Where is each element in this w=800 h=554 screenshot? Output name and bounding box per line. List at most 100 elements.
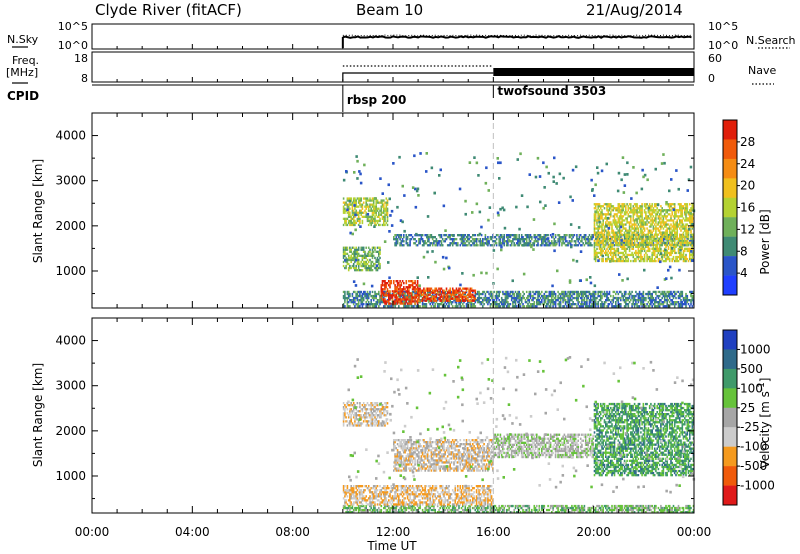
heatmap-cell <box>623 301 626 304</box>
heatmap-cell <box>691 213 694 216</box>
heatmap-cell <box>470 287 473 290</box>
heatmap-cell <box>457 299 459 302</box>
heatmap-cell <box>434 292 436 296</box>
heatmap-cell <box>537 296 539 300</box>
heatmap-cell <box>519 294 522 298</box>
heatmap-cell <box>610 301 612 304</box>
heatmap-cell <box>594 238 597 241</box>
heatmap-cell <box>651 213 653 216</box>
heatmap-cell <box>414 296 416 299</box>
heatmap-cell <box>660 205 662 208</box>
heatmap-cell <box>464 212 467 216</box>
heatmap-cell <box>557 201 561 204</box>
heatmap-cell <box>386 292 389 296</box>
heatmap-cell <box>584 240 587 243</box>
heatmap-cell <box>685 229 687 232</box>
heatmap-cell <box>626 219 628 222</box>
heatmap-cell <box>365 260 367 264</box>
heatmap-cell <box>379 252 381 255</box>
heatmap-cell <box>601 290 603 294</box>
heatmap-cell <box>502 240 504 243</box>
heatmap-cell <box>593 251 596 255</box>
heatmap-cell <box>640 292 642 296</box>
heatmap-cell <box>626 253 628 257</box>
heatmap-cell <box>467 293 469 296</box>
heatmap-cell <box>677 217 680 220</box>
heatmap-cell <box>643 247 646 250</box>
heatmap-cell <box>675 209 677 212</box>
heatmap-cell <box>513 294 515 298</box>
heatmap-cell <box>561 290 563 294</box>
heatmap-cell <box>652 227 655 230</box>
heatmap-cell <box>615 221 617 224</box>
heatmap-cell <box>518 292 520 296</box>
heatmap-cell <box>423 295 425 298</box>
heatmap-cell <box>677 255 680 259</box>
heatmap-cell <box>529 292 532 296</box>
heatmap-cell <box>490 296 493 300</box>
heatmap-cell <box>350 223 352 227</box>
heatmap-cell <box>391 292 394 296</box>
heatmap-cell <box>579 240 582 243</box>
heatmap-cell <box>581 290 583 294</box>
heatmap-cell <box>599 296 602 300</box>
heatmap-cell <box>389 290 391 293</box>
heatmap-cell <box>691 221 694 224</box>
heatmap-cell <box>606 216 610 220</box>
heatmap-cell <box>390 209 394 213</box>
heatmap-cell <box>480 292 483 296</box>
heatmap-cell <box>503 303 505 306</box>
heatmap-cell <box>672 235 675 238</box>
heatmap-cell <box>615 225 617 228</box>
heatmap-cell <box>408 280 410 283</box>
heatmap-cell <box>418 242 420 245</box>
heatmap-cell <box>429 244 431 247</box>
heatmap-cell <box>451 289 454 292</box>
heatmap-cell <box>490 244 493 247</box>
heatmap-cell <box>668 305 671 308</box>
heatmap-cell <box>414 187 417 191</box>
heatmap-cell <box>617 207 620 210</box>
heatmap-cell <box>691 243 694 246</box>
heatmap-cell <box>651 292 653 296</box>
heatmap-cell <box>612 253 615 257</box>
heatmap-cell <box>635 303 637 306</box>
heatmap-cell <box>673 207 676 210</box>
heatmap-cell <box>428 240 430 243</box>
heatmap-cell <box>648 303 651 306</box>
heatmap-cell <box>386 282 389 285</box>
heatmap-cell <box>680 225 682 228</box>
heatmap-cell <box>352 296 355 300</box>
heatmap-cell <box>549 299 552 302</box>
heatmap-cell <box>367 250 370 253</box>
heatmap-cell <box>347 215 350 218</box>
heatmap-cell <box>673 247 676 250</box>
heatmap-cell <box>541 240 543 243</box>
heatmap-cell <box>578 238 581 241</box>
heatmap-cell <box>617 229 620 232</box>
heatmap-cell <box>403 305 405 308</box>
heatmap-cell <box>663 290 666 294</box>
heatmap-cell <box>527 234 529 237</box>
heatmap-cell <box>345 201 347 204</box>
heatmap-cell <box>687 249 690 253</box>
heatmap-cell <box>529 294 532 298</box>
heatmap-cell <box>636 299 638 302</box>
heatmap-cell <box>685 205 687 208</box>
heatmap-cell <box>441 244 444 247</box>
heatmap-cell <box>509 234 512 237</box>
heatmap-cell <box>441 297 444 300</box>
heatmap-cell <box>660 213 662 216</box>
heatmap-cell <box>608 213 611 216</box>
heatmap-cell <box>519 296 522 300</box>
heatmap-cell <box>577 238 579 241</box>
heatmap-cell <box>378 299 380 302</box>
heatmap-cell <box>663 238 666 241</box>
heatmap-cell <box>583 303 586 306</box>
heatmap-cell <box>374 266 376 270</box>
heatmap-cell <box>519 240 522 243</box>
heatmap-cell <box>607 235 610 238</box>
heatmap-cell <box>379 217 381 220</box>
heatmap-cell <box>370 254 372 257</box>
heatmap-cell <box>611 259 613 263</box>
